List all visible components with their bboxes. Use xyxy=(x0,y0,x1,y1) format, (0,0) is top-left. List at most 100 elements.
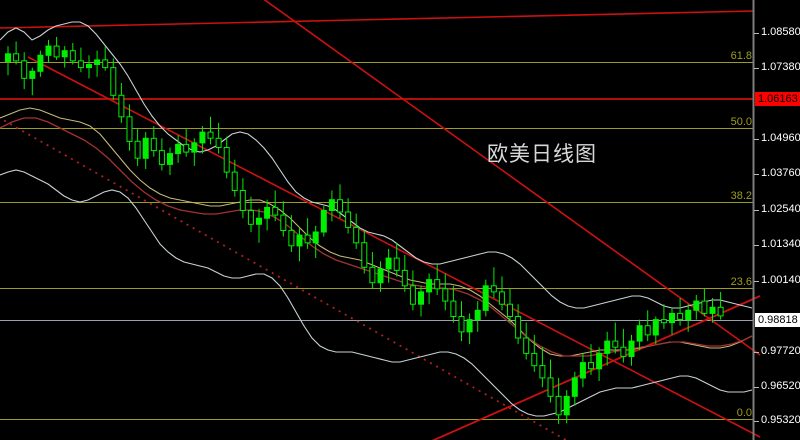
candlestick xyxy=(555,377,562,424)
candlestick xyxy=(126,104,133,151)
candlestick xyxy=(296,227,303,262)
current-price-tag[interactable]: 0.98818 xyxy=(755,313,800,327)
candlestick xyxy=(409,270,416,311)
candlestick xyxy=(369,252,376,289)
candlestick xyxy=(434,264,441,295)
candlestick xyxy=(474,301,481,332)
candlestick xyxy=(337,184,343,219)
candlestick xyxy=(53,36,60,60)
candlestick xyxy=(677,298,684,326)
candlestick xyxy=(393,242,400,277)
candlestick xyxy=(280,201,287,237)
candlestick xyxy=(304,218,311,249)
candlestick xyxy=(21,52,28,90)
candlestick xyxy=(604,331,611,366)
candlestick xyxy=(660,304,667,329)
candlestick xyxy=(328,190,335,222)
candlestick xyxy=(167,147,173,176)
candlestick xyxy=(207,116,214,145)
bollinger-upper-band xyxy=(0,21,753,309)
candlestick xyxy=(61,46,68,68)
candlestick xyxy=(644,310,651,342)
trendline-rising-support xyxy=(431,295,761,440)
candlestick xyxy=(652,316,659,345)
fibonacci-level-label: 61.8 xyxy=(730,50,752,62)
candlestick xyxy=(256,208,262,243)
candlestick xyxy=(215,122,222,154)
candlestick xyxy=(312,225,319,259)
candlestick xyxy=(612,322,619,354)
candlestick xyxy=(539,347,546,388)
candlestick xyxy=(669,307,675,335)
candlestick xyxy=(531,334,538,372)
candlestick xyxy=(377,261,384,292)
fibonacci-level-label: 50.0 xyxy=(730,116,752,128)
candlestick xyxy=(426,273,433,305)
candlestick xyxy=(547,359,554,403)
candlestick xyxy=(94,50,101,77)
candlestick xyxy=(507,288,513,323)
candlestick xyxy=(579,353,586,388)
candlestick xyxy=(596,347,603,381)
candlestick xyxy=(69,43,76,65)
candlestick xyxy=(717,291,724,320)
candlestick xyxy=(29,67,36,96)
candlestick xyxy=(636,319,643,351)
candlestick xyxy=(150,126,157,157)
price-axis-label: 1.04960 xyxy=(761,132,800,144)
candlestick xyxy=(458,301,465,342)
trendline-major-downtrend xyxy=(263,0,761,356)
candlestick xyxy=(142,132,149,169)
candlestick xyxy=(709,298,716,323)
candlestick xyxy=(110,58,117,100)
price-axis-label: 1.07380 xyxy=(761,61,800,73)
candlestick xyxy=(239,178,246,219)
candlestick xyxy=(401,255,408,292)
candlestick xyxy=(482,279,489,317)
price-axis-label: 1.02540 xyxy=(761,203,800,215)
trendline-inner-downtrend xyxy=(27,56,761,438)
price-axis-label: 0.95320 xyxy=(761,414,800,426)
candlestick xyxy=(563,390,570,424)
candlestick xyxy=(571,371,578,406)
candlestick xyxy=(13,41,20,65)
candlestick xyxy=(45,39,52,63)
price-axis-label: 1.03760 xyxy=(761,167,800,179)
trendlines xyxy=(0,0,761,440)
candlestick-series xyxy=(5,36,724,424)
moving-average-fast xyxy=(0,107,753,357)
price-axis-ticks xyxy=(754,33,759,422)
candlestick xyxy=(498,276,505,311)
price-axis-label: 0.97720 xyxy=(761,345,800,357)
candlestick xyxy=(685,304,692,332)
candlestick xyxy=(361,230,368,274)
bollinger-lower-band xyxy=(0,169,753,417)
price-axis-label: 1.08580 xyxy=(761,26,800,38)
candlestick xyxy=(418,285,424,317)
candlestick xyxy=(620,328,627,363)
candlestick xyxy=(102,46,109,71)
candlestick xyxy=(134,129,141,166)
price-axis-label: 1.01340 xyxy=(761,238,800,250)
candlestick xyxy=(175,135,182,163)
price-axis-label: 1.00140 xyxy=(761,274,800,286)
fibonacci-grid xyxy=(0,62,753,420)
candlestick xyxy=(264,199,271,231)
candlestick xyxy=(77,47,84,73)
chart-title: 欧美日线图 xyxy=(487,142,597,166)
candlestick xyxy=(450,285,457,323)
candlestick xyxy=(191,138,198,166)
candlestick xyxy=(490,267,497,298)
candlestick xyxy=(272,190,279,222)
alert-price-tag[interactable]: 1.06163 xyxy=(755,92,800,106)
candlestick xyxy=(385,248,392,283)
candlestick xyxy=(693,295,700,320)
candlestick xyxy=(320,205,327,237)
candlestick xyxy=(701,288,708,317)
candlestick xyxy=(353,213,360,249)
candlestick xyxy=(223,136,230,179)
candlestick xyxy=(158,138,165,171)
price-axis-label: 0.96520 xyxy=(761,380,800,392)
candlestick xyxy=(37,50,44,77)
